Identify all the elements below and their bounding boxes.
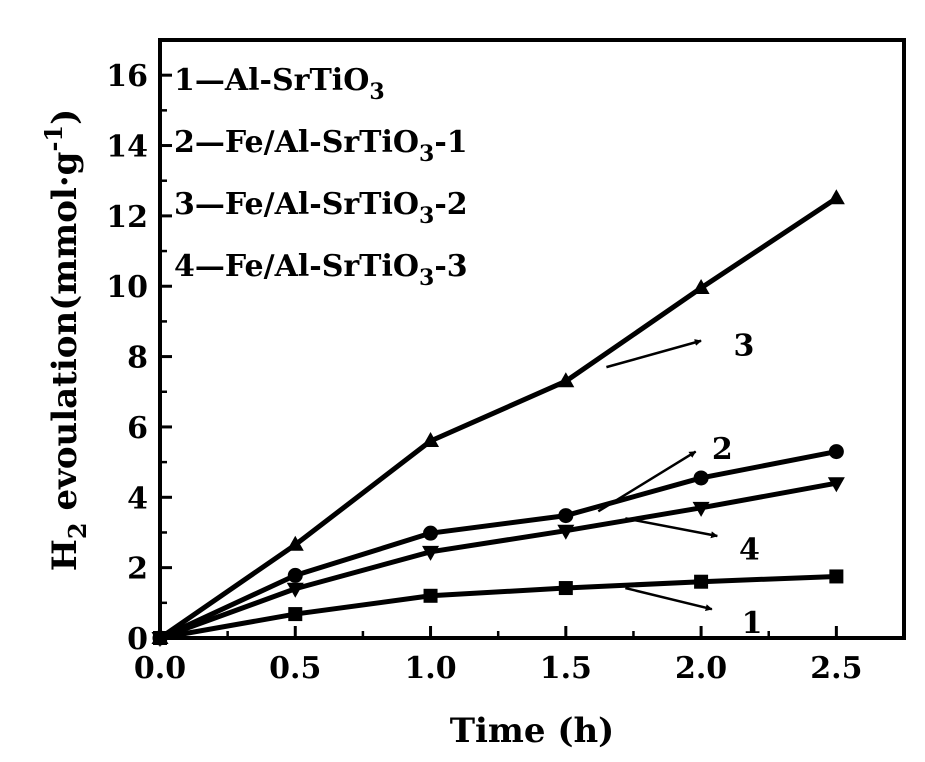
series-2-line xyxy=(160,452,836,638)
y-tick-label: 0 xyxy=(127,622,148,657)
callout-label: 4 xyxy=(739,532,760,567)
y-axis: 0 2 4 6 8 10 12 14 16 xyxy=(106,59,172,657)
callout-label: 1 xyxy=(742,606,763,641)
series-1-point xyxy=(829,569,843,583)
series-2-point xyxy=(288,568,303,583)
series-2-point xyxy=(423,526,438,541)
y-axis-title: H2 evoulation(mmol·g-1) xyxy=(39,109,92,571)
callout-4: 4 xyxy=(625,518,760,567)
y-axis-title-sub: 2 xyxy=(63,522,92,539)
svg-text:H2 evoulation(mmol·g-1): H2 evoulation(mmol·g-1) xyxy=(39,109,92,571)
x-tick-label: 2.5 xyxy=(810,651,862,686)
callout-label: 3 xyxy=(734,328,755,363)
callout-arrow xyxy=(625,588,712,609)
legend-entry-4: 4—Fe/Al-SrTiO3-3 xyxy=(174,249,468,291)
y-tick-label: 6 xyxy=(127,411,148,446)
series-1-line xyxy=(160,576,836,638)
x-tick-label: 2.0 xyxy=(675,651,727,686)
chart: 0.00.51.01.52.02.5 0246810121416 3241 1—… xyxy=(0,0,925,762)
y-tick-label: 16 xyxy=(106,59,148,94)
series-2-point xyxy=(694,470,709,485)
x-tick-label: 1.0 xyxy=(404,651,456,686)
series-1-point xyxy=(424,589,438,603)
y-axis-title-close: ) xyxy=(45,109,85,125)
callout-arrow xyxy=(625,518,717,536)
x-tick-label: 1.5 xyxy=(540,651,592,686)
series-1-point xyxy=(288,607,302,621)
series-1-point xyxy=(694,575,708,589)
callout-3: 3 xyxy=(606,328,754,367)
y-tick-label: 8 xyxy=(127,341,148,376)
callout-1: 1 xyxy=(625,588,762,641)
y-axis-title-main: H xyxy=(45,539,85,571)
y-tick-label: 4 xyxy=(127,481,148,516)
y-tick-label: 10 xyxy=(106,270,148,305)
legend: 1—Al-SrTiO3 2—Fe/Al-SrTiO3-1 3—Fe/Al-SrTiO… xyxy=(174,63,468,291)
legend-entry-2: 2—Fe/Al-SrTiO3-1 xyxy=(174,125,468,167)
series-2-point xyxy=(829,444,844,459)
y-tick-label: 2 xyxy=(127,552,148,587)
y-axis-title-sup: -1 xyxy=(39,125,68,152)
y-tick-label: 14 xyxy=(106,130,148,165)
series-4-line xyxy=(160,483,836,638)
series-3-point xyxy=(828,189,845,204)
y-tick-label: 12 xyxy=(106,200,148,235)
callout-2: 2 xyxy=(598,432,733,511)
y-axis-title-text: evoulation(mmol·g xyxy=(45,152,85,523)
x-tick-label: 0.5 xyxy=(269,651,321,686)
series-2-point xyxy=(558,508,573,523)
x-axis-title: Time (h) xyxy=(450,711,615,751)
legend-entry-1: 1—Al-SrTiO3 xyxy=(174,63,385,105)
legend-entry-3: 3—Fe/Al-SrTiO3-2 xyxy=(174,187,468,229)
series-1-point xyxy=(559,581,573,595)
callout-label: 2 xyxy=(712,432,733,467)
